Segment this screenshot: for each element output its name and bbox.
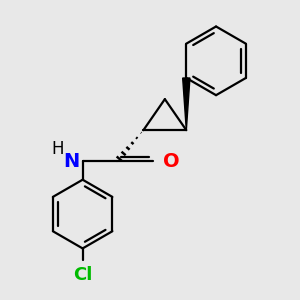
- Text: Cl: Cl: [73, 266, 92, 284]
- Text: O: O: [163, 152, 179, 171]
- Text: H: H: [51, 140, 64, 158]
- Polygon shape: [183, 78, 190, 130]
- Text: N: N: [63, 152, 79, 171]
